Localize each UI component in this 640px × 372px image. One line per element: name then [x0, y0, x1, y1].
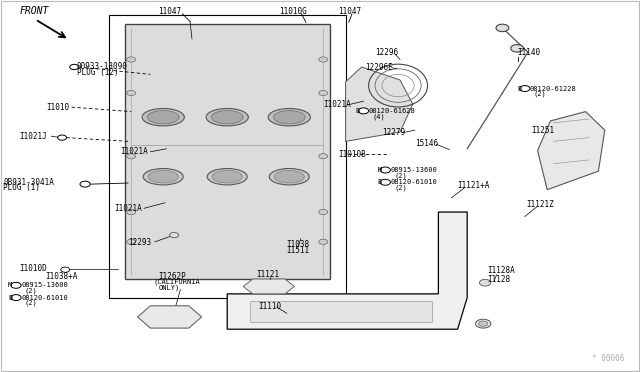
- Text: B: B: [517, 86, 521, 92]
- Circle shape: [11, 295, 21, 301]
- Polygon shape: [538, 112, 605, 190]
- Text: B: B: [356, 108, 360, 114]
- Polygon shape: [227, 212, 467, 329]
- Text: 08915-13600: 08915-13600: [390, 167, 437, 173]
- Circle shape: [476, 319, 491, 328]
- Text: B: B: [8, 295, 12, 301]
- Circle shape: [127, 57, 136, 62]
- Circle shape: [479, 321, 488, 326]
- Text: 00933-13090: 00933-13090: [77, 62, 127, 71]
- Text: 12296E: 12296E: [365, 63, 392, 72]
- Ellipse shape: [147, 110, 179, 124]
- Text: 11010G: 11010G: [279, 7, 307, 16]
- Text: ONLY): ONLY): [159, 284, 180, 291]
- Text: I1121+A: I1121+A: [457, 182, 490, 190]
- Polygon shape: [138, 306, 202, 328]
- Circle shape: [319, 57, 328, 62]
- Text: 08120-61228: 08120-61228: [530, 86, 577, 92]
- Text: 08915-13600: 08915-13600: [21, 282, 68, 288]
- Text: I1021A: I1021A: [114, 204, 141, 213]
- Circle shape: [127, 154, 136, 159]
- Text: I1121: I1121: [256, 270, 279, 279]
- Ellipse shape: [212, 170, 242, 183]
- Text: 0B931-3041A: 0B931-3041A: [3, 178, 54, 187]
- Ellipse shape: [207, 169, 247, 185]
- Text: I1010D: I1010D: [19, 264, 47, 273]
- Polygon shape: [346, 67, 413, 141]
- Text: (2): (2): [534, 91, 547, 97]
- Text: 11047: 11047: [338, 7, 361, 16]
- FancyBboxPatch shape: [109, 15, 346, 298]
- Circle shape: [58, 135, 67, 140]
- Ellipse shape: [148, 170, 178, 183]
- Text: I1021J: I1021J: [19, 132, 47, 141]
- Text: I1511: I1511: [287, 246, 310, 255]
- Text: I1010: I1010: [46, 103, 69, 112]
- Ellipse shape: [275, 170, 304, 183]
- Text: M: M: [8, 282, 12, 288]
- Circle shape: [61, 267, 70, 272]
- Circle shape: [319, 90, 328, 96]
- Ellipse shape: [273, 110, 305, 124]
- Text: FRONT: FRONT: [19, 6, 49, 16]
- Text: 08120-61010: 08120-61010: [21, 295, 68, 301]
- Text: 08120-61628: 08120-61628: [369, 108, 415, 114]
- Circle shape: [380, 179, 390, 185]
- Text: M: M: [378, 167, 381, 173]
- Circle shape: [127, 90, 136, 96]
- FancyBboxPatch shape: [125, 24, 330, 279]
- Text: (CALIFORNIA: (CALIFORNIA: [154, 279, 200, 285]
- Ellipse shape: [269, 169, 309, 185]
- Text: I1010B: I1010B: [338, 150, 365, 159]
- Text: I1110: I1110: [258, 302, 281, 311]
- Text: 08120-61010: 08120-61010: [390, 179, 437, 185]
- Text: I1021A: I1021A: [323, 100, 351, 109]
- Text: 12293: 12293: [128, 238, 151, 247]
- Circle shape: [520, 86, 530, 92]
- Text: I1021A: I1021A: [120, 147, 148, 156]
- Text: (2): (2): [394, 172, 407, 179]
- Ellipse shape: [143, 169, 183, 185]
- Text: PLUG (12): PLUG (12): [77, 68, 118, 77]
- Text: * 00006: * 00006: [591, 354, 624, 363]
- Circle shape: [170, 232, 179, 238]
- Ellipse shape: [206, 109, 248, 126]
- Circle shape: [127, 239, 136, 244]
- Circle shape: [511, 45, 524, 52]
- Text: I1128: I1128: [488, 275, 511, 283]
- Text: I1262P: I1262P: [159, 272, 186, 280]
- Circle shape: [319, 154, 328, 159]
- Circle shape: [80, 181, 90, 187]
- Text: 15146: 15146: [415, 139, 438, 148]
- Text: B: B: [378, 179, 381, 185]
- Circle shape: [11, 282, 21, 288]
- Text: I1038: I1038: [287, 240, 310, 249]
- Ellipse shape: [211, 110, 243, 124]
- Text: (4): (4): [372, 113, 385, 120]
- Text: (2): (2): [24, 288, 37, 294]
- Circle shape: [127, 209, 136, 215]
- Text: PLUG (1): PLUG (1): [3, 183, 40, 192]
- Circle shape: [319, 209, 328, 215]
- Text: I1121Z: I1121Z: [526, 200, 554, 209]
- Text: 12279: 12279: [382, 128, 405, 137]
- Circle shape: [380, 167, 390, 173]
- Text: I1128A: I1128A: [488, 266, 515, 275]
- Circle shape: [496, 24, 509, 32]
- Circle shape: [479, 279, 491, 286]
- Text: I1251: I1251: [531, 126, 554, 135]
- Ellipse shape: [268, 109, 310, 126]
- Text: (2): (2): [24, 300, 37, 307]
- Text: I1038+A: I1038+A: [45, 272, 77, 280]
- FancyBboxPatch shape: [250, 301, 432, 322]
- Ellipse shape: [142, 109, 184, 126]
- Text: 11047: 11047: [158, 7, 181, 16]
- Text: I1140: I1140: [517, 48, 540, 57]
- Polygon shape: [243, 279, 294, 294]
- Circle shape: [70, 64, 79, 70]
- Circle shape: [319, 239, 328, 244]
- Circle shape: [358, 108, 369, 114]
- Text: (2): (2): [394, 185, 407, 191]
- Text: 12296: 12296: [375, 48, 398, 57]
